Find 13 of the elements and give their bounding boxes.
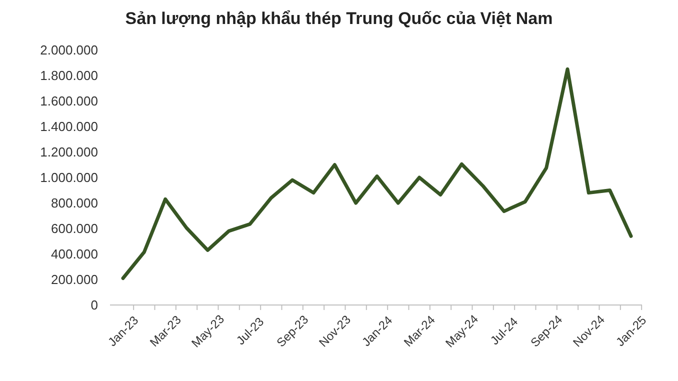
y-tick-label: 1.600.000	[40, 94, 98, 109]
y-tick-label: 1.000.000	[40, 170, 98, 186]
y-tick-label: 200.000	[51, 272, 98, 288]
y-tick-label: 800.000	[51, 196, 98, 211]
y-tick-label: 400.000	[51, 246, 98, 262]
y-tick-label: 2.000.000	[40, 42, 98, 58]
y-tick-label: 0	[90, 298, 98, 313]
y-tick-label: 1.200.000	[40, 144, 98, 160]
line-series	[121, 67, 633, 280]
y-tick-label: 1.800.000	[40, 68, 98, 84]
y-tick-label: 600.000	[51, 221, 98, 236]
y-tick-label: 1.400.000	[40, 119, 98, 134]
chart-title: Sản lượng nhập khẩu thép Trung Quốc của Việt Nam	[125, 9, 553, 28]
